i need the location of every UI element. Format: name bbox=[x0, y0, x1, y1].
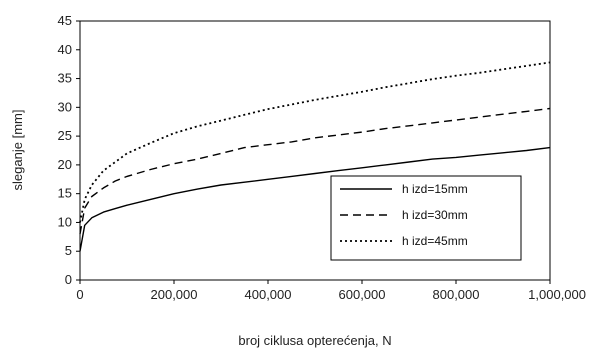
y-tick-label: 15 bbox=[58, 186, 72, 201]
y-tick-label: 30 bbox=[58, 99, 72, 114]
y-tick-label: 45 bbox=[58, 13, 72, 28]
y-tick-label: 40 bbox=[58, 42, 72, 57]
y-tick-label: 35 bbox=[58, 71, 72, 86]
y-tick-label: 25 bbox=[58, 128, 72, 143]
legend: h izd=15mm h izd=30mm h izd=45mm bbox=[330, 175, 522, 261]
x-tick-label: 0 bbox=[76, 287, 83, 302]
legend-label-3: h izd=45mm bbox=[402, 234, 468, 248]
x-tick-label: 600,000 bbox=[339, 287, 386, 302]
y-tick-label: 20 bbox=[58, 157, 72, 172]
series-line-3 bbox=[79, 61, 551, 223]
x-tick-label: 800,000 bbox=[433, 287, 480, 302]
legend-items: h izd=15mm h izd=30mm h izd=45mm bbox=[340, 182, 468, 248]
series-line-2 bbox=[79, 107, 551, 235]
x-tick-label: 400,000 bbox=[245, 287, 292, 302]
series-layer bbox=[79, 61, 551, 252]
x-axis-title: broj ciklusa opterećenja, N bbox=[238, 333, 391, 348]
y-tick-label: 10 bbox=[58, 214, 72, 229]
x-axis: 0 200,000 400,000 600,000 800,000 1,000,000 bbox=[76, 280, 586, 302]
y-axis-title: slеganje [mm] bbox=[10, 110, 25, 191]
series-line-1 bbox=[79, 146, 551, 252]
legend-box bbox=[330, 175, 522, 261]
y-tick-label: 0 bbox=[65, 272, 72, 287]
y-axis: 0 5 10 15 20 25 30 35 40 45 bbox=[58, 13, 80, 287]
x-tick-label: 200,000 bbox=[151, 287, 198, 302]
y-tick-label: 5 bbox=[65, 243, 72, 258]
legend-label-2: h izd=30mm bbox=[402, 208, 468, 222]
x-tick-label: 1,000,000 bbox=[528, 287, 586, 302]
legend-label-1: h izd=15mm bbox=[402, 182, 468, 196]
